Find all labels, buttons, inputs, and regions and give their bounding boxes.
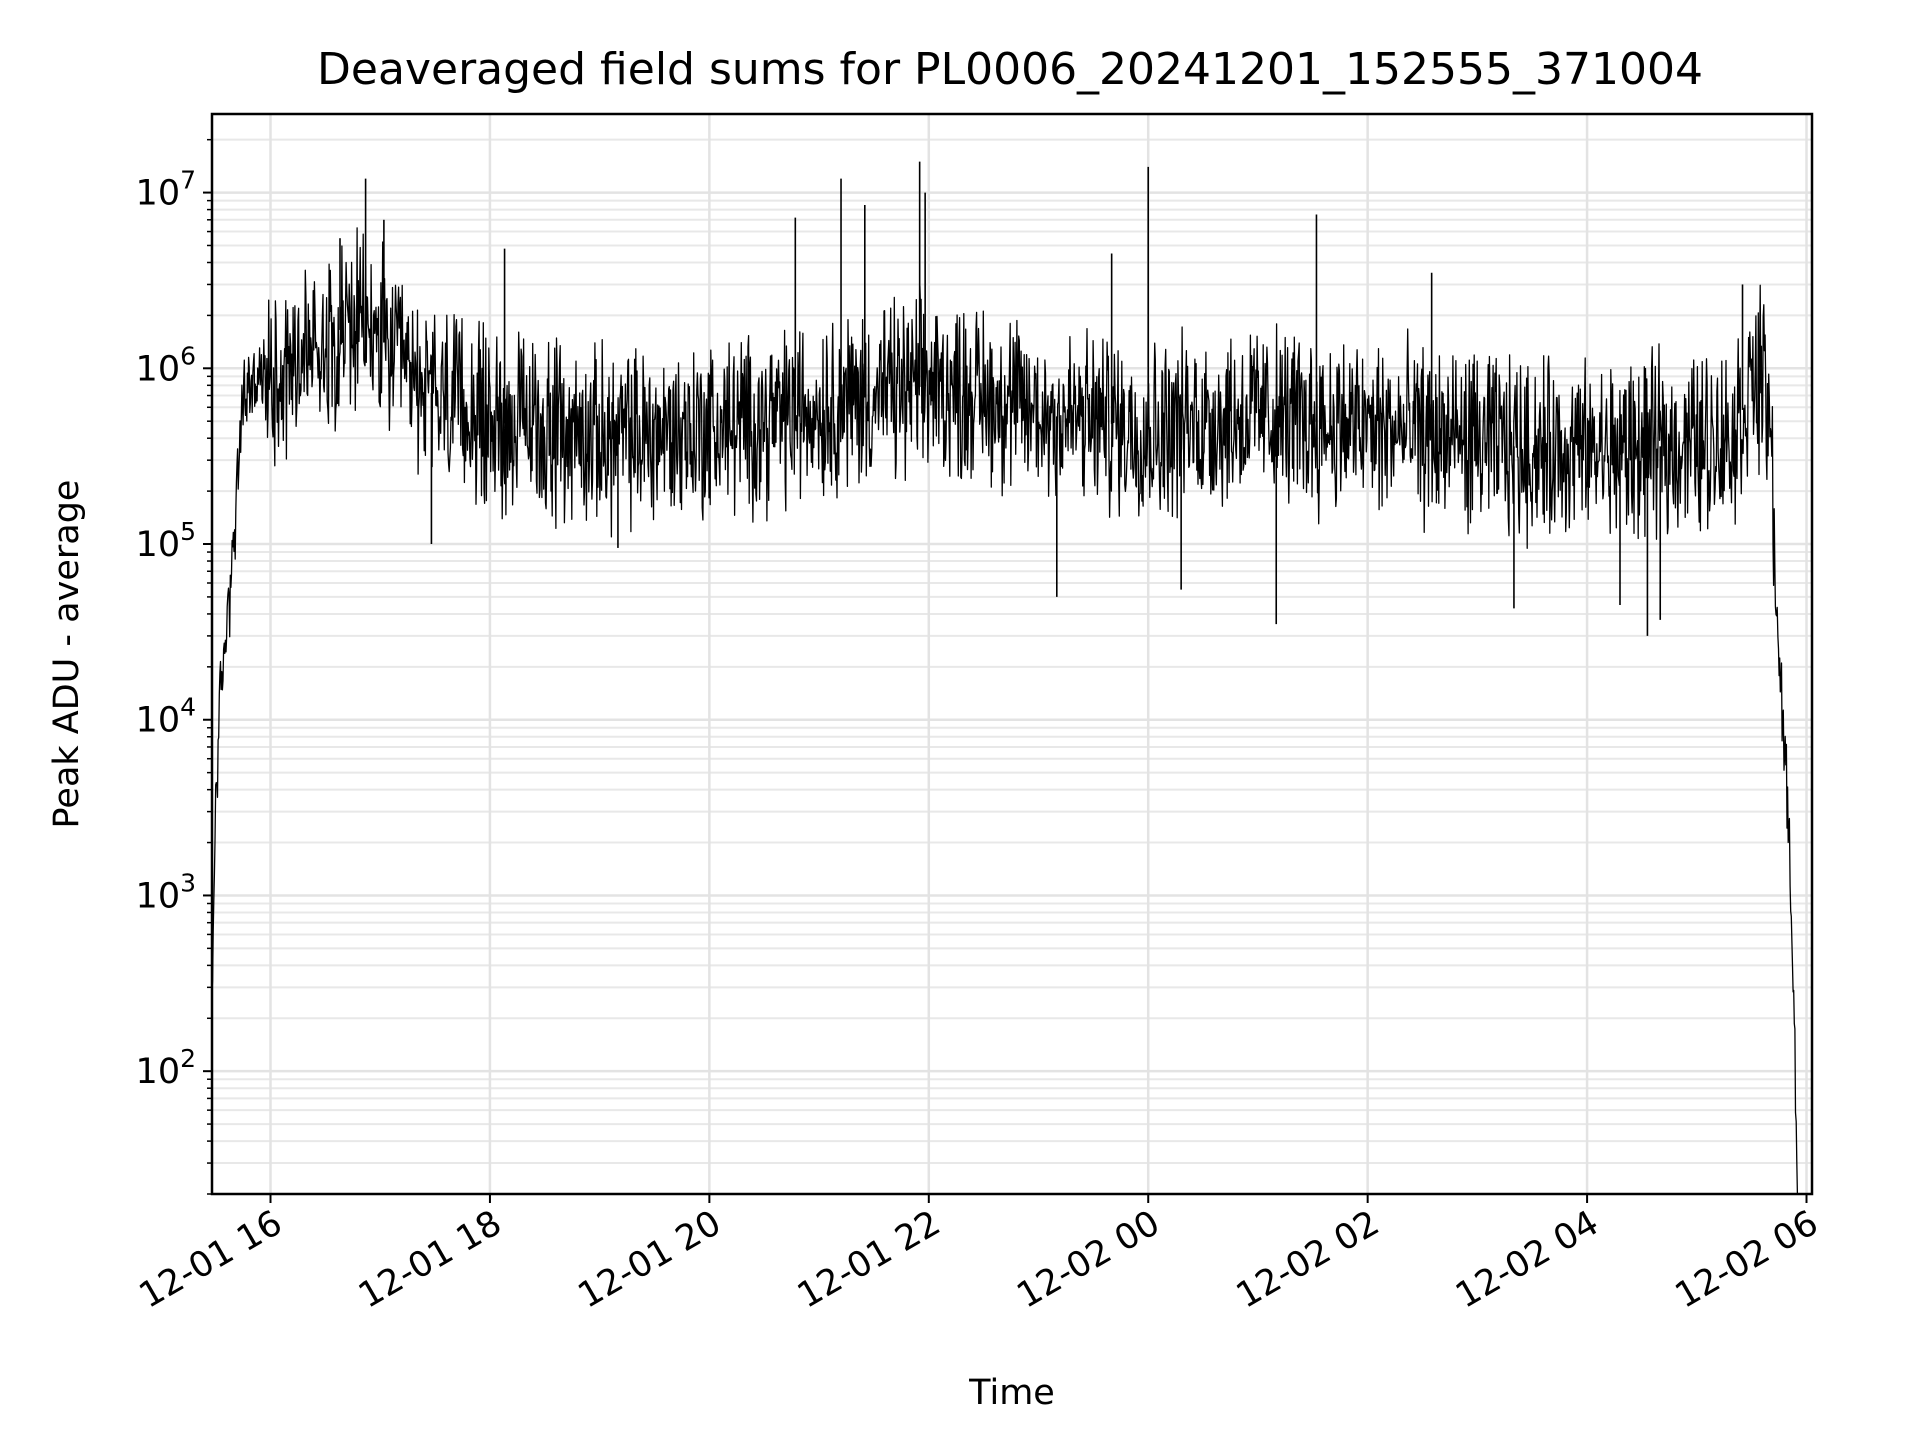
chart-title: Deaveraged field sums for PL0006_2024120… — [317, 44, 1703, 95]
y-axis: 102 103 104 105 106 107 — [136, 138, 212, 1195]
series-layer — [211, 161, 1799, 1195]
y-tick-label: 106 — [136, 341, 196, 389]
y-tick-label: 104 — [136, 693, 196, 741]
x-axis-label: Time — [968, 1373, 1055, 1413]
plot-frame — [210, 112, 1814, 1196]
y-tick-label: 105 — [136, 517, 196, 565]
series-line — [211, 227, 1799, 1195]
y-axis-label: Peak ADU - average — [47, 480, 87, 829]
y-tick-label: 107 — [136, 166, 196, 214]
y-tick-label: 103 — [136, 868, 196, 916]
y-tick-label: 102 — [136, 1044, 196, 1092]
